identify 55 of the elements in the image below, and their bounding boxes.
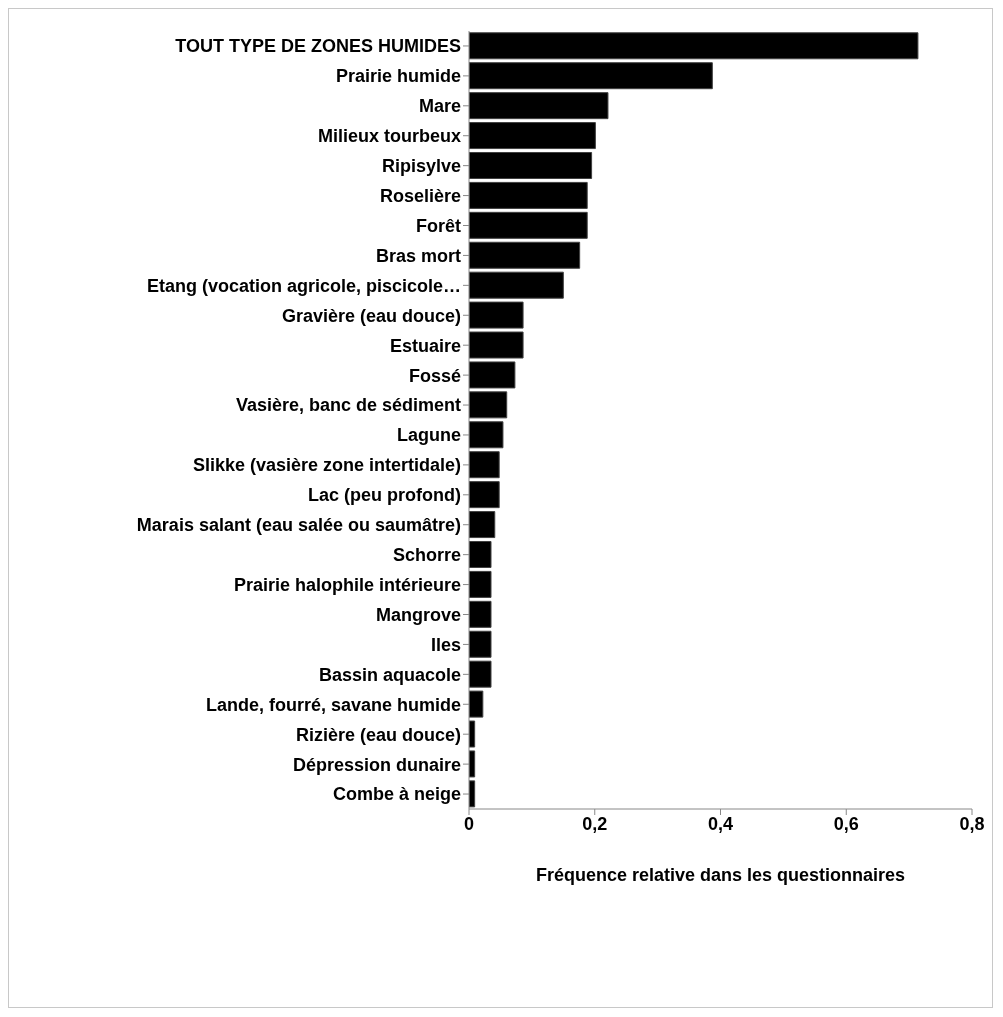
x-axis-title: Fréquence relative dans les questionnaires: [535, 865, 906, 885]
bar: [469, 32, 919, 60]
x-tick-label: 0,4: [707, 813, 734, 834]
bar: [469, 630, 492, 658]
y-tick-label: Mare: [418, 96, 461, 117]
y-tick-label: Mangrove: [375, 604, 461, 625]
y-tick-label: Forêt: [416, 215, 462, 236]
bar: [469, 391, 508, 419]
y-tick-label: Bras mort: [375, 245, 461, 266]
bar: [469, 151, 593, 179]
y-tick-label: Etang (vocation agricole, piscicole…: [146, 275, 461, 296]
bar: [469, 690, 484, 718]
y-tick-label: Milieux tourbeux: [317, 126, 461, 147]
bar: [469, 241, 581, 269]
bar: [469, 211, 588, 239]
bar: [469, 181, 588, 209]
bar: [469, 331, 524, 359]
y-tick-label: Combe à neige: [332, 784, 461, 805]
bar: [469, 511, 496, 539]
bar: [469, 361, 516, 389]
bar: [469, 481, 500, 509]
bar: [469, 451, 500, 479]
y-tick-label: Lagune: [396, 425, 461, 446]
y-tick-label: Roselière: [379, 185, 461, 206]
bar: [469, 92, 609, 120]
x-tick-label: 0: [463, 813, 475, 834]
y-tick-label: Rizière (eau douce): [295, 724, 461, 745]
bar: [469, 540, 492, 568]
y-tick-label: Prairie halophile intérieure: [233, 574, 461, 595]
bar: [469, 570, 492, 598]
x-tick-label: 0,2: [582, 813, 608, 834]
y-tick-label: TOUT TYPE DE ZONES HUMIDES: [175, 36, 461, 57]
bar: [469, 301, 524, 329]
bar: [469, 660, 492, 688]
bar: [469, 122, 596, 150]
bar: [469, 600, 492, 628]
x-tick-label: 0,6: [833, 813, 859, 834]
x-tick-label: 0,8: [959, 813, 985, 834]
y-tick-label: Schorre: [392, 545, 461, 566]
y-tick-label: Prairie humide: [335, 66, 461, 87]
y-tick-label: Gravière (eau douce): [281, 305, 461, 326]
y-tick-label: Vasière, banc de sédiment: [235, 395, 461, 416]
y-tick-label: Ripisylve: [381, 156, 461, 177]
y-tick-label: Iles: [430, 634, 461, 655]
y-tick-label: Bassin aquacole: [318, 664, 461, 685]
bar: [469, 62, 713, 90]
y-tick-label: Estuaire: [389, 335, 461, 356]
y-tick-label: Lande, fourré, savane humide: [205, 694, 461, 715]
y-tick-label: Slikke (vasière zone intertidale): [192, 455, 461, 476]
y-tick-label: Fossé: [408, 365, 461, 386]
bar: [469, 421, 504, 449]
y-tick-label: Marais salant (eau salée ou saumâtre): [136, 515, 462, 536]
bar: [469, 271, 564, 299]
y-tick-label: Dépression dunaire: [292, 754, 461, 775]
y-tick-label: Lac (peu profond): [308, 485, 461, 506]
